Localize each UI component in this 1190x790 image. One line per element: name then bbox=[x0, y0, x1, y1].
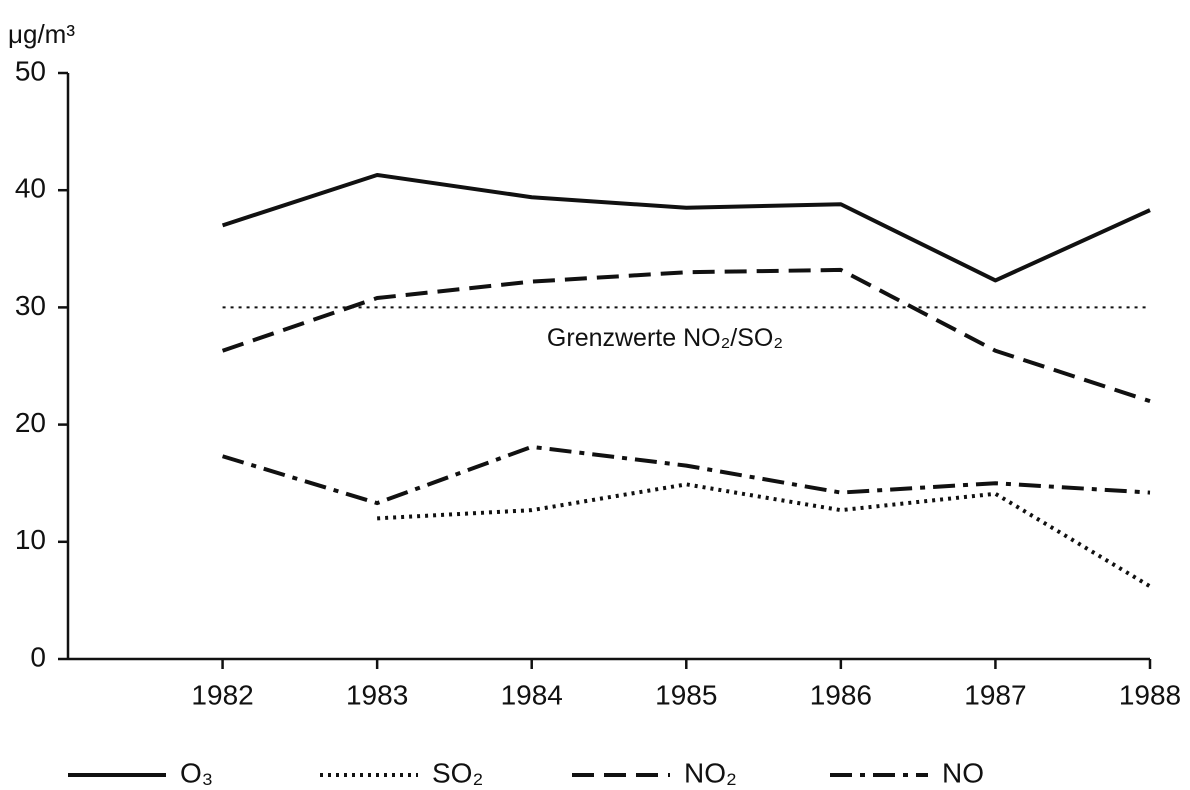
y-tick-label: 50 bbox=[15, 55, 46, 86]
x-tick-label: 1982 bbox=[191, 679, 253, 710]
y-tick-label: 10 bbox=[15, 524, 46, 555]
reference-label: Grenzwerte NO₂/SO₂ bbox=[547, 324, 783, 352]
series-line bbox=[377, 482, 1152, 589]
x-tick-label: 1983 bbox=[346, 679, 408, 710]
x-tick-label: 1986 bbox=[810, 679, 872, 710]
legend-label: NO₂ bbox=[684, 757, 737, 788]
y-axis-label: μg/m³ bbox=[8, 19, 75, 49]
x-tick-label: 1988 bbox=[1119, 679, 1181, 710]
x-tick-label: 1985 bbox=[655, 679, 717, 710]
series-line bbox=[221, 172, 1151, 283]
legend-label: NO bbox=[942, 757, 984, 788]
series-line bbox=[221, 444, 1151, 506]
y-tick-label: 40 bbox=[15, 173, 46, 204]
y-tick-label: 0 bbox=[30, 641, 46, 672]
legend-label: SO₂ bbox=[432, 757, 483, 788]
y-tick-label: 30 bbox=[15, 290, 46, 321]
series-line bbox=[221, 267, 1151, 404]
x-tick-label: 1984 bbox=[501, 679, 563, 710]
legend-label: O₃ bbox=[180, 757, 213, 788]
y-tick-label: 20 bbox=[15, 407, 46, 438]
x-tick-label: 1987 bbox=[964, 679, 1026, 710]
